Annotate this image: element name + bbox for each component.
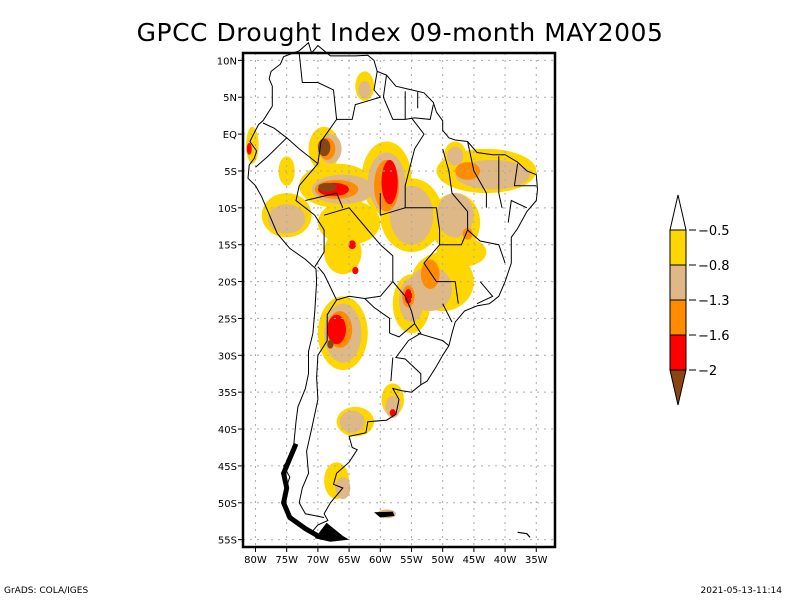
drought-area-extreme — [389, 409, 396, 417]
country-border — [255, 137, 288, 168]
lon-tick-label: 65W — [338, 555, 361, 566]
drought-area-moderate — [339, 410, 365, 433]
country-border — [395, 323, 422, 385]
country-border — [467, 229, 506, 264]
footer-credit: GrADS: COLA/IGES — [4, 586, 89, 596]
country-border — [317, 207, 394, 301]
chile-fjords — [280, 442, 320, 539]
lat-tick-label: 5N — [223, 93, 237, 104]
gridlines — [243, 53, 555, 547]
country-border — [295, 163, 325, 268]
drought-area-extreme — [381, 159, 398, 205]
drought-area-extreme — [352, 266, 359, 275]
country-border — [417, 332, 450, 347]
coastline-south-america — [247, 41, 539, 533]
colorbar-bottom-triangle — [669, 369, 687, 406]
colorbar-segment — [669, 229, 687, 266]
lon-tick-label: 75W — [275, 555, 298, 566]
lon-tick-label: 80W — [244, 555, 267, 566]
drought-area-extreme — [348, 240, 356, 250]
lat-tick-label: 35S — [218, 388, 237, 399]
country-border — [405, 207, 441, 245]
chart-title: GPCC Drought Index 09-month MAY2005 — [136, 18, 664, 47]
footer-timestamp: 2021-05-13-11:14 — [700, 586, 783, 596]
lat-tick-label: 40S — [218, 425, 237, 436]
country-border — [423, 148, 469, 304]
colorbar-label: −2 — [698, 364, 717, 379]
lat-tick-label: 55S — [218, 536, 237, 547]
colorbar-label: −0.8 — [698, 259, 730, 274]
drought-area-moderate — [447, 146, 464, 166]
country-border — [390, 357, 394, 382]
colorbar-top-triangle — [669, 194, 687, 231]
country-border — [262, 52, 338, 165]
lat-tick-label: 10N — [217, 56, 237, 67]
drought-area-mild — [436, 237, 487, 267]
lat-tick-label: 25S — [218, 314, 237, 325]
lat-tick-label: 10S — [218, 204, 237, 215]
lat-tick-label: 15S — [218, 241, 237, 252]
drought-area-extreme — [246, 142, 252, 155]
lon-tick-label: 55W — [400, 555, 423, 566]
lon-tick-label: 40W — [494, 555, 517, 566]
lat-tick-label: 20S — [218, 278, 237, 289]
colorbar-segment — [669, 334, 687, 371]
lat-tick-label: 5S — [224, 167, 237, 178]
island-falklands — [374, 511, 395, 518]
lat-tick-label: EQ — [223, 130, 237, 141]
lat-axis: 10N 5N EQ 5S 10S 15S 20S 25S 30S 35S 40S 45S 50S 55S — [217, 56, 243, 547]
country-border — [336, 71, 382, 120]
drought-area-moderate — [436, 193, 474, 238]
lon-tick-label: 45W — [463, 555, 486, 566]
colorbar-segment — [669, 299, 687, 336]
country-border — [305, 192, 344, 208]
drought-area-severe — [420, 259, 440, 289]
country-border — [364, 298, 391, 334]
drought-area-extreme — [327, 314, 346, 345]
drought-area-moderate — [358, 81, 371, 99]
island-tierra-del-fuego — [314, 522, 350, 542]
colorbar: −0.5 −0.8 −1.3 −1.6 −2 — [669, 194, 730, 406]
island-south-georgia — [517, 531, 531, 538]
map-frame — [241, 51, 557, 549]
country-border — [389, 281, 416, 338]
lat-tick-label: 50S — [218, 499, 237, 510]
coastlines — [247, 41, 539, 542]
lat-tick-label: 45S — [218, 462, 237, 473]
colorbar-label: −1.3 — [698, 294, 730, 309]
drought-area-moderate — [267, 204, 306, 234]
drought-area-exceptional — [317, 182, 337, 192]
lon-axis: 80W 75W 70W 65W 60W 55W 50W 45W 40W 35W — [244, 547, 548, 566]
country-border — [442, 303, 453, 323]
lon-tick-label: 50W — [431, 555, 454, 566]
lon-tick-label: 70W — [307, 555, 330, 566]
country-border — [513, 163, 537, 187]
country-border — [507, 199, 528, 223]
country-border — [380, 117, 425, 216]
drought-fills — [246, 71, 537, 519]
country-border — [467, 141, 487, 208]
colorbar-label: −1.6 — [698, 329, 730, 344]
country-border — [498, 156, 503, 208]
lat-tick-label: 30S — [218, 351, 237, 362]
drought-area-exceptional — [327, 339, 334, 349]
lon-tick-label: 60W — [369, 555, 392, 566]
colorbar-label: −0.5 — [698, 224, 730, 239]
lon-tick-label: 35W — [525, 555, 548, 566]
colorbar-segment — [669, 264, 687, 301]
country-border — [476, 281, 494, 305]
country-border — [298, 299, 338, 518]
